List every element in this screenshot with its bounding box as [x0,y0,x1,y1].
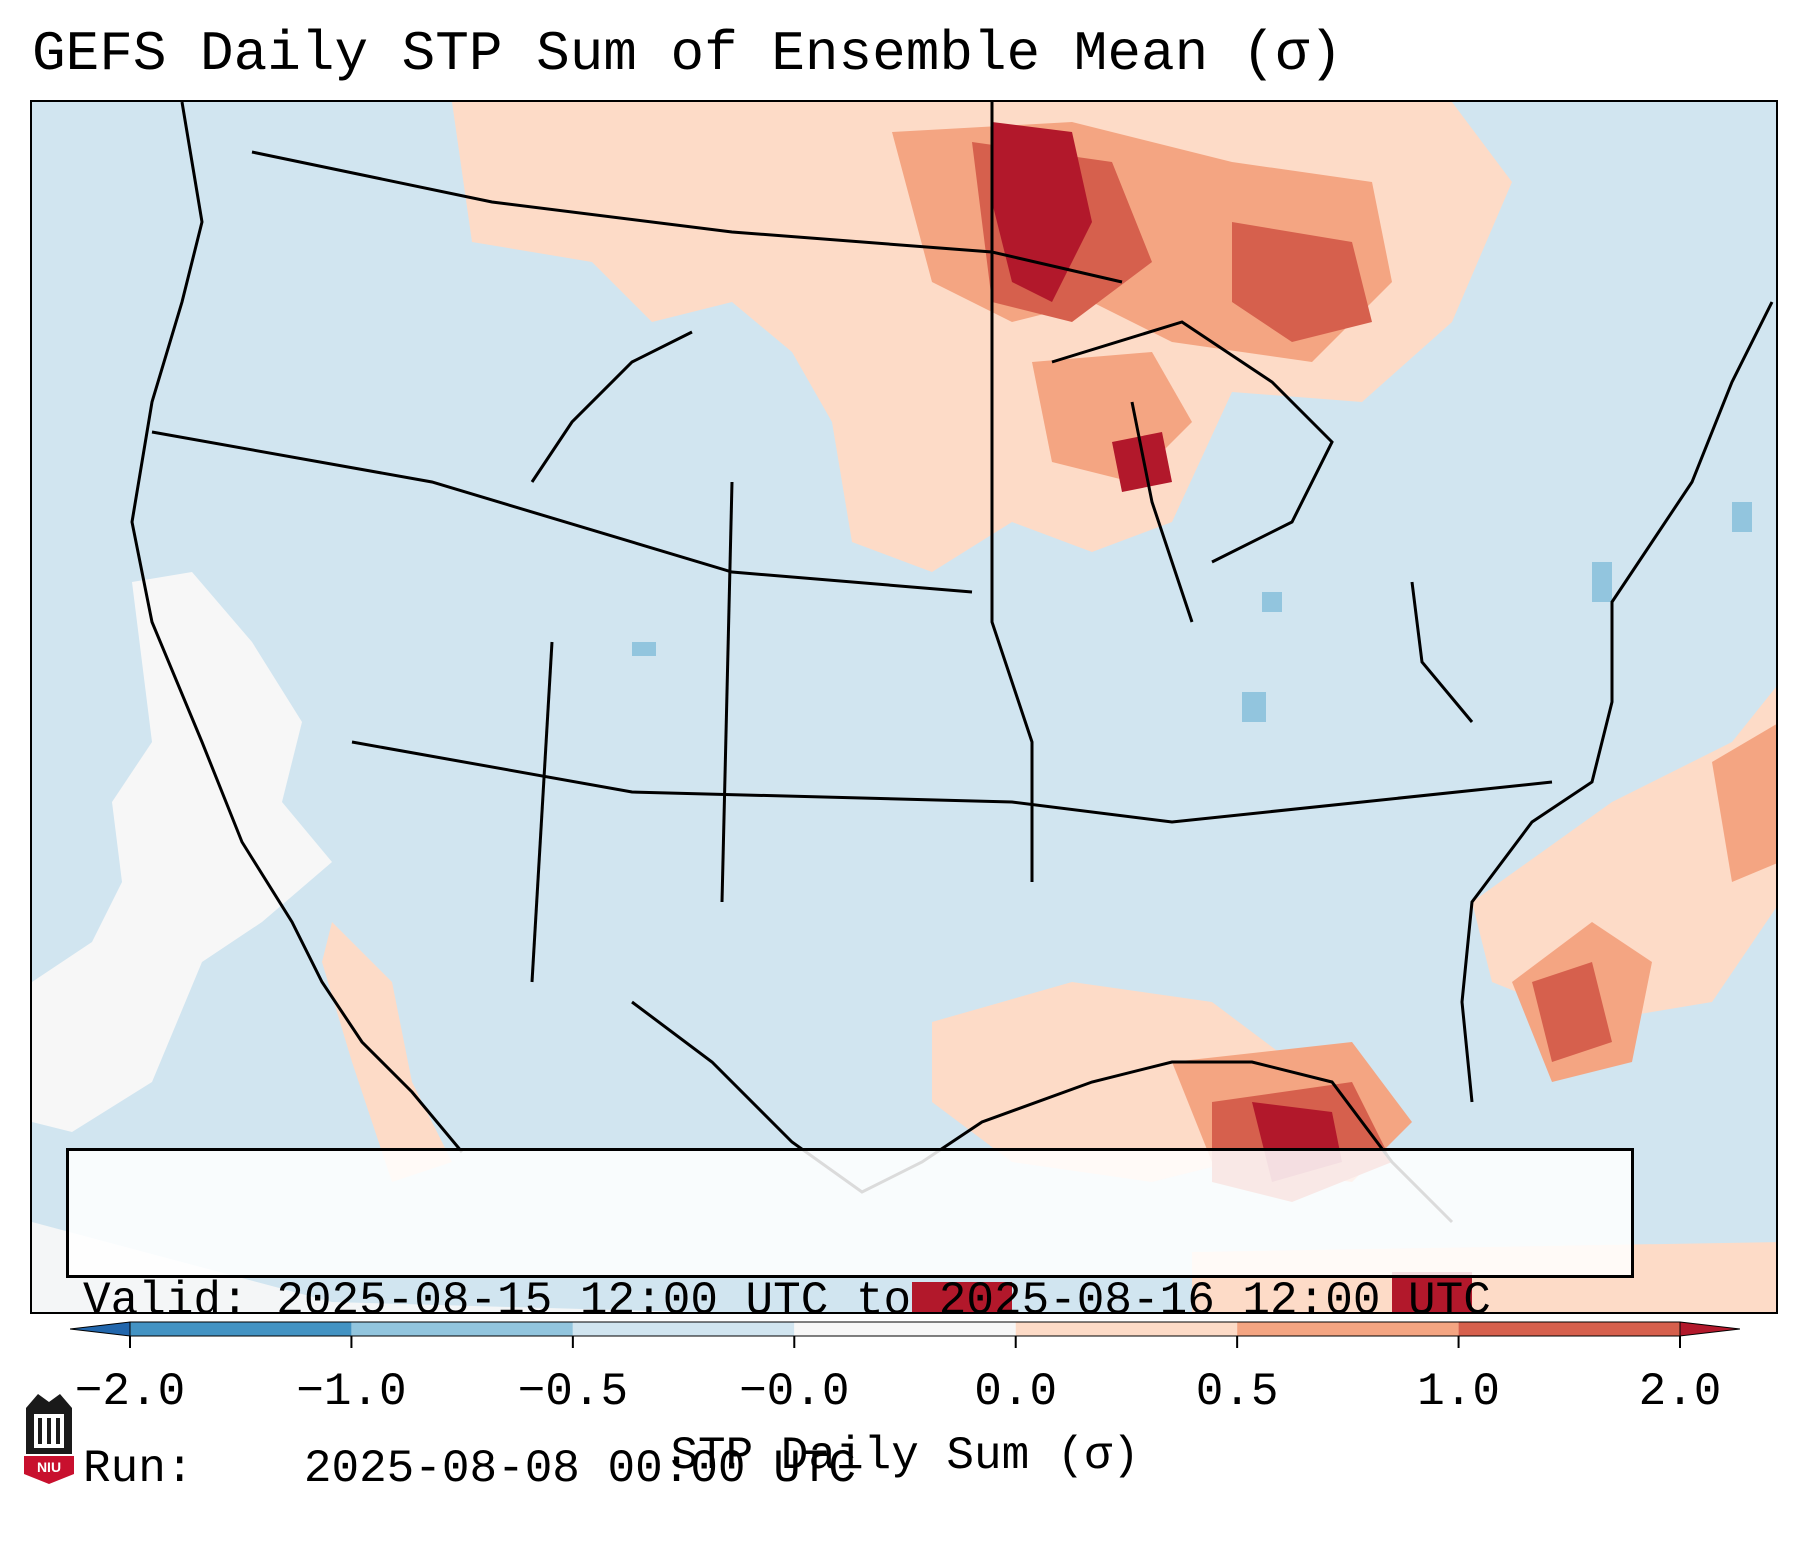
map-panel [30,100,1778,1314]
negative-anomaly-patches [632,502,1752,722]
colorbar-segment [572,1322,795,1336]
valid-run-info-box: Valid: 2025-08-15 12:00 UTC to 2025-08-1… [66,1148,1634,1495]
stp-map [32,102,1776,1312]
colorbar-tick-label: −1.0 [296,1366,407,1418]
colorbar-svg [69,1321,1741,1348]
chart-title: GEFS Daily STP Sum of Ensemble Mean (σ) [32,22,1343,86]
colorbar-extend-high [1679,1321,1741,1337]
logo-text: NIU [37,1459,61,1475]
colorbar-segment [351,1322,573,1336]
colorbar-border [129,1321,1681,1337]
colorbar-extend-low [69,1321,131,1337]
run-value: 2025-08-08 00:00 UTC [303,1443,856,1495]
colorbar-tick-label: −0.0 [739,1366,850,1418]
colorbar-tick-label: 1.0 [1417,1366,1500,1418]
colorbar-tick-label: 0.0 [974,1366,1058,1418]
near-zero-field [32,572,690,1312]
run-label: Run: [83,1443,249,1495]
coastlines-and-borders [130,102,1774,1224]
colorbar-segment [794,1322,1016,1336]
colorbar-tick-label: 2.0 [1638,1366,1722,1418]
valid-value: 2025-08-15 12:00 UTC to 2025-08-16 12:00… [276,1275,1491,1327]
colorbar-segment [1015,1322,1238,1336]
niu-logo: NIU [24,1394,74,1484]
valid-line: Valid: 2025-08-15 12:00 UTC to 2025-08-1… [83,1273,1617,1329]
colorbar-tick-label: 0.5 [1195,1366,1279,1418]
valid-label: Valid: [83,1275,249,1327]
colorbar-tick-label: −0.5 [517,1366,629,1418]
colorbar [69,1318,1741,1363]
colorbar-segment [130,1322,352,1336]
colorbar-segment [1237,1322,1459,1336]
positive-anomaly-extreme [912,122,1472,1312]
run-line: Run: 2025-08-08 00:00 UTC [83,1441,1617,1497]
colorbar-segment [1458,1322,1680,1336]
colorbar-tick-label: −2.0 [74,1366,186,1418]
colorbar-label: STP Daily Sum (σ) [670,1430,1140,1482]
